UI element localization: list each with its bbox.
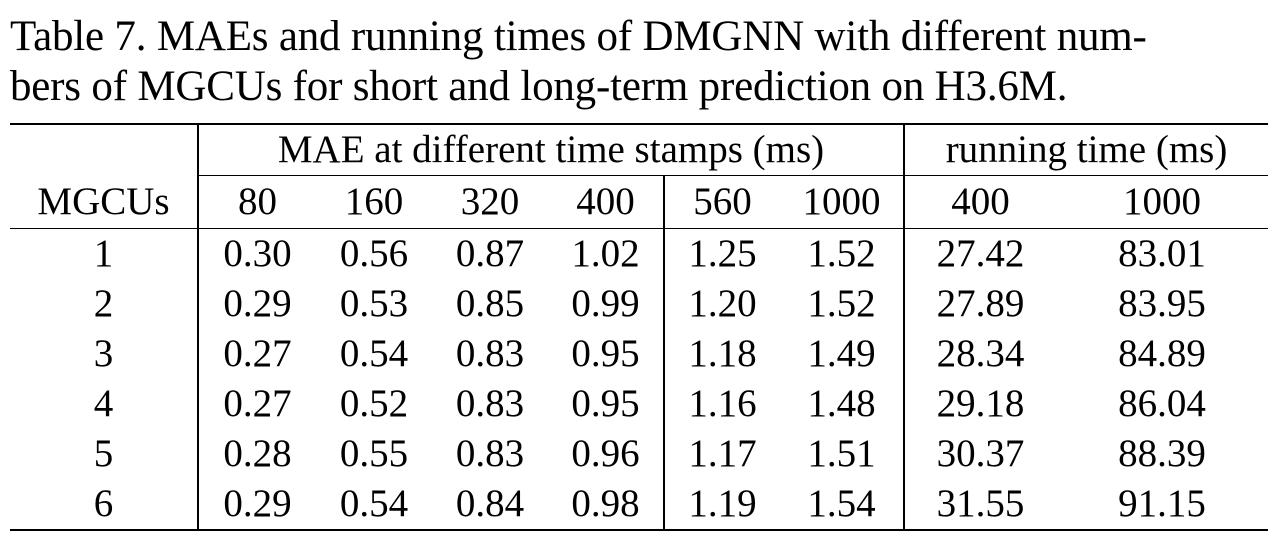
mae-cell: 0.83	[455, 432, 525, 475]
mae-cell: 0.27	[223, 332, 292, 375]
runtime-cell: 27.89	[936, 282, 1025, 325]
group-header-row: MAE at different time stamps (ms) runnin…	[10, 123, 1269, 176]
mae-cell: 0.95	[548, 379, 665, 429]
runtime-cell: 86.04	[1118, 382, 1206, 425]
mae-group-header: MAE at different time stamps (ms)	[198, 123, 905, 176]
mae-cell: 0.52	[339, 382, 409, 425]
runtime-cell: 83.95	[1118, 282, 1206, 325]
column-header-mae-80: 80	[198, 175, 316, 229]
table-row: 4 0.27 0.52 0.83 0.95 1.16 1.48 29.18 86.04	[10, 379, 1268, 429]
mae-cell: 0.84	[432, 479, 548, 531]
mae-cell: 1.18	[688, 332, 757, 375]
mae-cell: 1.25	[688, 232, 757, 275]
mae-cell: 1.20	[688, 282, 757, 325]
mae-cell: 0.54	[339, 332, 409, 375]
mgcus-cell: 5	[10, 429, 199, 479]
table-row: 6 0.29 0.54 0.84 0.98 1.19 1.54 31.55 91.15	[10, 479, 1269, 531]
table-caption: Table 7. MAEs and running times of DMGNN…	[10, 13, 1147, 110]
column-header-mae-1000: 1000	[780, 175, 905, 229]
mae-cell: 0.99	[548, 279, 665, 329]
runtime-cell: 84.89	[1118, 332, 1206, 375]
mae-cell: 0.55	[339, 432, 409, 475]
mae-cell: 1.54	[780, 479, 905, 531]
column-header-row: MGCUs 80 160 320 400 560 1000 400 1000	[10, 175, 1269, 229]
mae-cell: 0.56	[339, 232, 409, 275]
mae-cell: 0.87	[455, 232, 525, 275]
runtime-cell: 91.15	[1056, 479, 1269, 531]
mae-cell: 1.52	[780, 279, 905, 329]
mae-cell: 1.16	[688, 382, 757, 425]
table-row: 1 0.30 0.56 0.87 1.02 1.25 1.52 27.42 83.01	[10, 228, 1268, 279]
mgcus-cell: 3	[10, 329, 199, 379]
mae-cell: 1.19	[664, 479, 780, 531]
results-table: MAE at different time stamps (ms) runnin…	[10, 123, 1269, 531]
mae-cell: 0.96	[548, 429, 665, 479]
mae-cell: 1.52	[780, 228, 905, 279]
column-header-mgcus: MGCUs	[10, 175, 199, 229]
mgcus-cell: 6	[10, 479, 199, 531]
runtime-cell: 88.39	[1118, 432, 1206, 475]
column-header-mae-320: 320	[432, 175, 548, 229]
mae-cell: 0.95	[548, 329, 665, 379]
table-row: 5 0.28 0.55 0.83 0.96 1.17 1.51 30.37 88.39	[10, 429, 1268, 479]
mgcus-cell: 1	[10, 228, 199, 279]
runtime-group-header: running time (ms)	[904, 123, 1269, 176]
mgcus-cell: 4	[10, 379, 199, 429]
mae-cell: 0.29	[198, 479, 316, 531]
runtime-cell: 29.18	[936, 382, 1025, 425]
mae-cell: 1.48	[780, 379, 905, 429]
table-row: 3 0.27 0.54 0.83 0.95 1.18 1.49 28.34 84.89	[10, 329, 1268, 379]
mae-cell: 0.30	[223, 232, 292, 275]
runtime-cell: 83.01	[1118, 232, 1206, 275]
mae-cell: 0.85	[455, 282, 525, 325]
runtime-cell: 27.42	[936, 232, 1025, 275]
mae-cell: 0.27	[223, 382, 292, 425]
table-row: 2 0.29 0.53 0.85 0.99 1.20 1.52 27.89 83.95	[10, 279, 1268, 329]
mae-cell: 0.28	[223, 432, 292, 475]
runtime-cell: 28.34	[936, 332, 1025, 375]
runtime-cell: 30.37	[936, 432, 1025, 475]
column-header-runtime-1000: 1000	[1056, 175, 1269, 229]
column-header-mae-560: 560	[664, 175, 780, 229]
column-header-mae-160: 160	[316, 175, 432, 229]
column-header-runtime-400: 400	[904, 175, 1056, 229]
mgcus-cell: 2	[10, 279, 199, 329]
mae-cell: 1.17	[688, 432, 757, 475]
column-header-mae-400: 400	[548, 175, 665, 229]
mae-cell: 0.83	[455, 382, 525, 425]
mae-cell: 0.53	[339, 282, 409, 325]
empty-header-cell	[10, 123, 199, 176]
mae-cell: 1.51	[780, 429, 905, 479]
mae-cell: 0.98	[548, 479, 665, 531]
mae-cell: 0.83	[455, 332, 525, 375]
mae-cell: 0.54	[316, 479, 432, 531]
mae-cell: 1.49	[780, 329, 905, 379]
runtime-cell: 31.55	[904, 479, 1056, 531]
mae-cell: 1.02	[548, 228, 665, 279]
mae-cell: 0.29	[223, 282, 292, 325]
